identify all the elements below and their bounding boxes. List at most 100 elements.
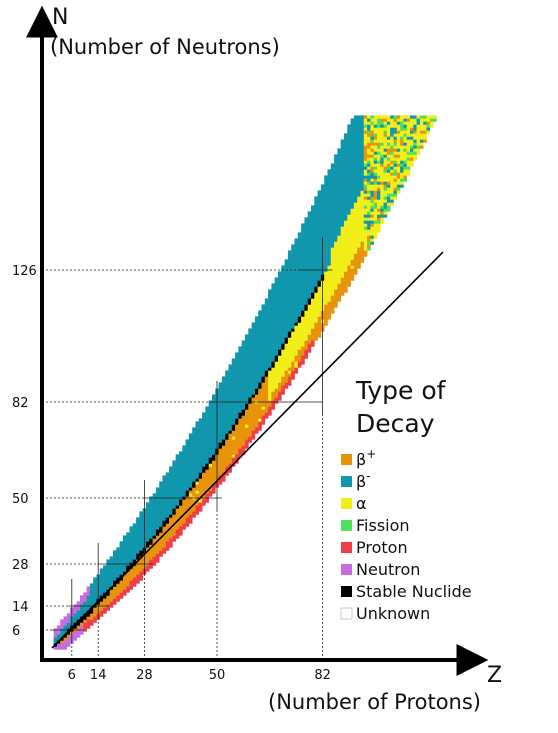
nuclide-cell	[103, 574, 107, 578]
nuclide-cell	[287, 349, 292, 353]
nuclide-cell	[363, 226, 368, 230]
nuclide-cell	[182, 466, 186, 470]
nuclide-cell	[317, 334, 322, 338]
nuclide-cell	[228, 373, 233, 377]
nuclide-cell	[274, 397, 279, 401]
nuclide-cell	[218, 463, 223, 467]
nuclide-cell	[357, 118, 361, 122]
nuclide-cell	[268, 394, 272, 398]
nuclide-cell	[386, 196, 391, 200]
nuclide-cell	[86, 586, 91, 590]
nuclide-cell	[231, 430, 236, 434]
nuclide-cell	[278, 328, 282, 332]
nuclide-cell	[225, 388, 229, 392]
nuclide-cell	[221, 475, 226, 479]
nuclide-cell	[241, 352, 246, 356]
nuclide-cell	[330, 235, 335, 239]
nuclide-cell	[297, 346, 302, 350]
nuclide-cell	[291, 328, 295, 332]
nuclide-cell	[347, 229, 351, 233]
nuclide-cell	[175, 535, 180, 539]
nuclide-cell	[301, 352, 305, 356]
nuclide-cell	[400, 184, 404, 188]
nuclide-cell	[334, 292, 338, 296]
nuclide-cell	[122, 550, 127, 554]
nuclide-cell	[297, 316, 302, 320]
nuclide-cell	[192, 457, 196, 461]
nuclide-cell	[258, 382, 262, 386]
nuclide-cell	[212, 406, 216, 410]
nuclide-cell	[195, 493, 200, 497]
nuclide-cell	[278, 397, 282, 401]
nuclide-cell	[390, 175, 394, 179]
nuclide-cell	[287, 346, 292, 350]
nuclide-cell	[311, 229, 315, 233]
nuclide-cell	[396, 190, 401, 194]
nuclide-cell	[192, 475, 196, 479]
nuclide-cell	[60, 646, 64, 650]
nuclide-cell	[205, 472, 209, 476]
nuclide-cell	[314, 280, 318, 284]
nuclide-cell	[195, 445, 200, 449]
nuclide-cell	[317, 310, 322, 314]
nuclide-cell	[380, 115, 384, 119]
nuclide-cell	[162, 520, 167, 524]
nuclide-cell	[139, 523, 143, 527]
nuclide-cell	[337, 184, 341, 188]
nuclide-cell	[238, 382, 242, 386]
nuclide-cell	[278, 322, 282, 326]
nuclide-cell	[116, 547, 120, 551]
nuclide-cell	[132, 532, 137, 536]
nuclide-cell	[297, 343, 302, 347]
nuclide-cell	[304, 220, 308, 224]
nuclide-cell	[152, 541, 157, 545]
nuclide-cell	[268, 304, 272, 308]
nuclide-cell	[212, 412, 216, 416]
nuclide-cell	[218, 421, 223, 425]
nuclide-cell	[363, 121, 368, 125]
nuclide-cell	[373, 163, 378, 167]
nuclide-cell	[324, 307, 328, 311]
nuclide-cell	[109, 577, 114, 581]
nuclide-cell	[238, 364, 242, 368]
nuclide-cell	[380, 193, 384, 197]
nuclide-cell	[304, 238, 308, 242]
nuclide-cell	[212, 436, 216, 440]
nuclide-cell	[396, 127, 401, 131]
nuclide-cell	[350, 187, 355, 191]
nuclide-cell	[350, 136, 355, 140]
nuclide-cell	[347, 247, 351, 251]
nuclide-cell	[367, 160, 371, 164]
nuclide-cell	[311, 283, 315, 287]
nuclide-cell	[353, 160, 358, 164]
nuclide-cell	[317, 241, 322, 245]
nuclide-cell	[327, 277, 332, 281]
nuclide-cell	[274, 391, 279, 395]
nuclide-cell	[301, 265, 305, 269]
nuclide-cell	[337, 265, 341, 269]
nuclide-cell	[152, 505, 157, 509]
nuclide-cell	[149, 526, 153, 530]
nuclide-cell	[205, 451, 209, 455]
nuclide-cell	[353, 244, 358, 248]
nuclide-cell	[264, 385, 269, 389]
nuclide-cell	[353, 181, 358, 185]
nuclide-cell	[390, 139, 394, 143]
nuclide-cell	[360, 121, 365, 125]
nuclide-cell	[198, 457, 203, 461]
nuclide-cell	[396, 145, 401, 149]
nuclide-cell	[357, 190, 361, 194]
nuclide-cell	[334, 169, 338, 173]
nuclide-cell	[297, 259, 302, 263]
nuclide-cell	[281, 274, 285, 278]
nuclide-cell	[340, 202, 345, 206]
nuclide-cell	[245, 388, 249, 392]
nuclide-cell	[73, 637, 77, 641]
nuclide-cell	[238, 448, 242, 452]
nuclide-cell	[261, 310, 266, 314]
nuclide-cell	[185, 487, 190, 491]
nuclide-cell	[281, 271, 285, 275]
nuclide-cell	[373, 142, 378, 146]
nuclide-cell	[264, 382, 269, 386]
nuclide-cell	[297, 232, 302, 236]
